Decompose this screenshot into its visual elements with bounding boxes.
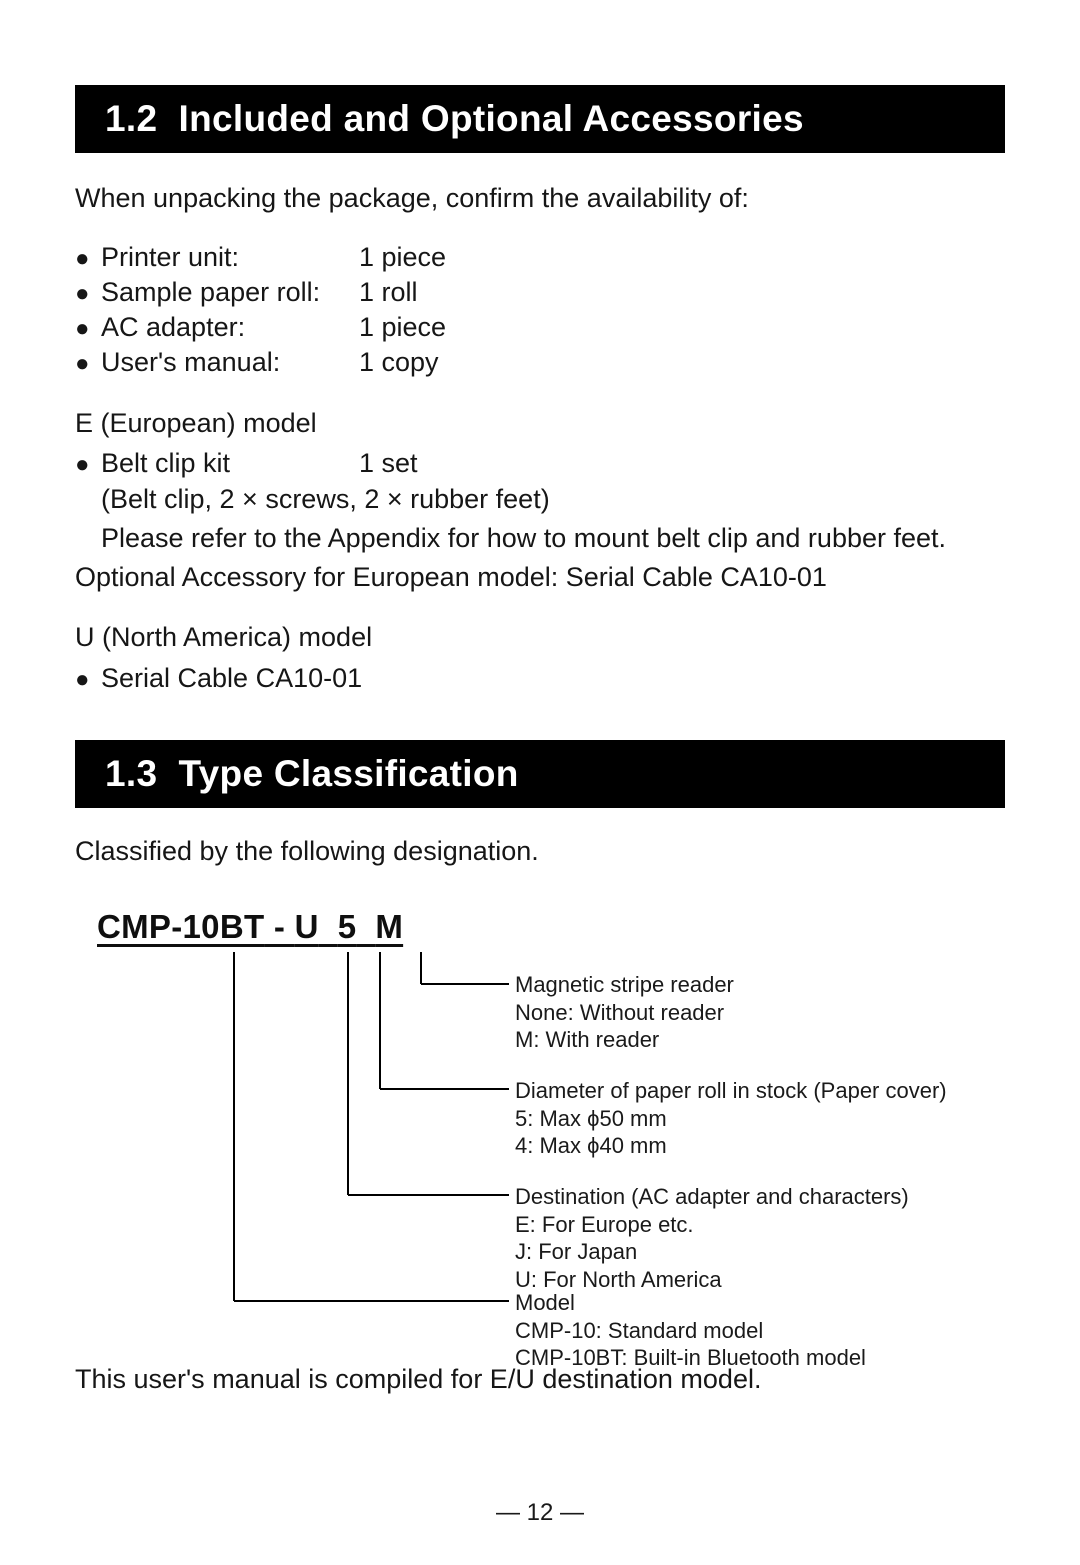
- item-label: Belt clip kit: [101, 446, 359, 481]
- list-item: ● Printer unit: 1 piece: [75, 240, 1005, 275]
- list-item: ● Belt clip kit 1 set: [75, 446, 1005, 481]
- european-model-section: E (European) model ● Belt clip kit 1 set…: [75, 406, 1005, 594]
- diagram-desc: Magnetic stripe reader None: Without rea…: [515, 971, 734, 1054]
- item-qty: 1 piece: [359, 310, 446, 345]
- section-1-2-header: 1.2 Included and Optional Accessories: [75, 85, 1005, 153]
- item-label: Sample paper roll:: [101, 275, 359, 310]
- item-label: AC adapter:: [101, 310, 359, 345]
- bullet-icon: ●: [75, 243, 101, 274]
- section-1-3-header: 1.3 Type Classification: [75, 740, 1005, 808]
- bullet-icon: ●: [75, 449, 101, 480]
- diagram-desc: Destination (AC adapter and characters) …: [515, 1183, 909, 1293]
- section-1-2-number: 1.2: [105, 98, 157, 139]
- section-1-3-title: Type Classification: [179, 753, 519, 794]
- page-number: — 12 —: [0, 1499, 1080, 1527]
- accessory-list: ● Printer unit: 1 piece ● Sample paper r…: [75, 240, 1005, 380]
- item-qty: 1 piece: [359, 240, 446, 275]
- us-heading: U (North America) model: [75, 620, 1005, 655]
- list-item: ● Serial Cable CA10-01: [75, 661, 1005, 696]
- section-1-3-intro: Classified by the following designation.: [75, 834, 1005, 869]
- diagram-desc: Diameter of paper roll in stock (Paper c…: [515, 1077, 947, 1160]
- bullet-icon: ●: [75, 313, 101, 344]
- us-model-section: U (North America) model ● Serial Cable C…: [75, 620, 1005, 696]
- item-label: Printer unit:: [101, 240, 359, 275]
- section-1-2-title: Included and Optional Accessories: [179, 98, 804, 139]
- item-label: Serial Cable CA10-01: [101, 661, 362, 696]
- eu-detail-2: Please refer to the Appendix for how to …: [75, 521, 1005, 556]
- manual-page: 1.2 Included and Optional Accessories Wh…: [0, 0, 1080, 1565]
- item-qty: 1 roll: [359, 275, 418, 310]
- eu-detail-1: (Belt clip, 2 × screws, 2 × rubber feet): [75, 482, 1005, 517]
- bullet-icon: ●: [75, 664, 101, 695]
- list-item: ● Sample paper roll: 1 roll: [75, 275, 1005, 310]
- section-1-2-intro: When unpacking the package, confirm the …: [75, 181, 1005, 216]
- eu-heading: E (European) model: [75, 406, 1005, 441]
- list-item: ● User's manual: 1 copy: [75, 345, 1005, 380]
- list-item: ● AC adapter: 1 piece: [75, 310, 1005, 345]
- bullet-icon: ●: [75, 348, 101, 379]
- item-qty: 1 copy: [359, 345, 439, 380]
- section-1-3-number: 1.3: [105, 753, 157, 794]
- item-qty: 1 set: [359, 446, 418, 481]
- type-classification-diagram: CMP-10BT - U 5 M Magnetic stripe reader …: [75, 908, 1005, 1348]
- diagram-desc: Model CMP-10: Standard model CMP-10BT: B…: [515, 1289, 866, 1372]
- eu-optional: Optional Accessory for European model: S…: [75, 560, 1005, 595]
- bullet-icon: ●: [75, 278, 101, 309]
- item-label: User's manual:: [101, 345, 359, 380]
